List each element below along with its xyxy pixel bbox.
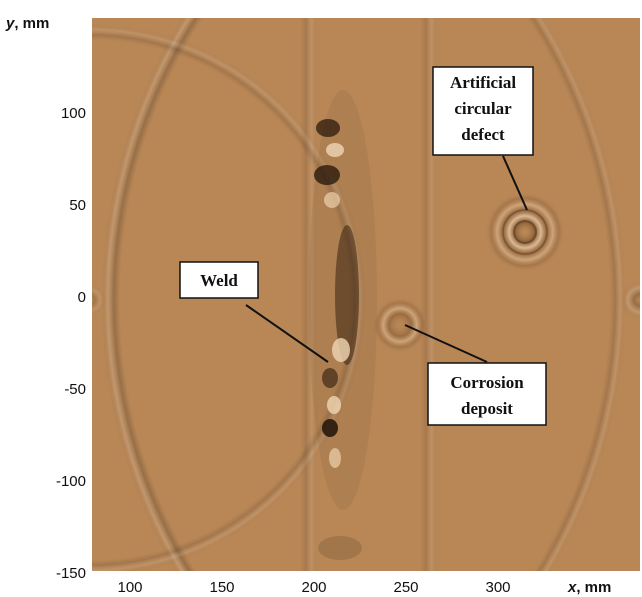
weld-label: Weld <box>200 271 238 290</box>
artificial-defect-rings <box>485 192 565 272</box>
x-tick-label: 150 <box>209 579 234 596</box>
y-tick-label: 100 <box>61 105 86 122</box>
defect-label-box <box>432 66 534 156</box>
corrosion-leader-line <box>404 324 488 363</box>
defect-label-line2: circular <box>454 99 512 118</box>
weld-leader-line <box>245 304 329 363</box>
annotation-corrosion-deposit: Corrosion deposit <box>404 324 547 426</box>
defect-leader-line <box>502 155 528 211</box>
y-axis: y, mm 100 50 0 -50 -100 -150 <box>5 15 86 582</box>
y-tick-label: 50 <box>69 197 86 214</box>
weld-feature <box>309 90 377 560</box>
annotation-artificial-defect: Artificial circular defect <box>432 66 534 211</box>
defect-label-line3: defect <box>461 125 505 144</box>
corrosion-label-box <box>427 362 547 426</box>
x-tick-label: 100 <box>117 579 142 596</box>
wave-field-plot <box>92 18 640 571</box>
x-tick-label: 200 <box>301 579 326 596</box>
x-tick-label: 300 <box>485 579 510 596</box>
y-tick-label: -100 <box>56 473 86 490</box>
weld-label-box <box>179 261 259 299</box>
x-axis: 100 150 200 250 300 x, mm <box>117 579 611 596</box>
annotation-weld: Weld <box>179 261 329 363</box>
corrosion-label-line2: deposit <box>461 399 513 418</box>
corrosion-deposit-rings <box>372 297 428 353</box>
defect-label-line1: Artificial <box>450 73 516 92</box>
y-tick-label: -150 <box>56 565 86 582</box>
y-tick-label: -50 <box>64 381 86 398</box>
x-tick-label: 250 <box>393 579 418 596</box>
y-axis-title: y, mm <box>5 15 49 32</box>
corrosion-label-line1: Corrosion <box>450 373 524 392</box>
x-axis-title: x, mm <box>567 579 611 596</box>
y-tick-label: 0 <box>78 289 86 306</box>
